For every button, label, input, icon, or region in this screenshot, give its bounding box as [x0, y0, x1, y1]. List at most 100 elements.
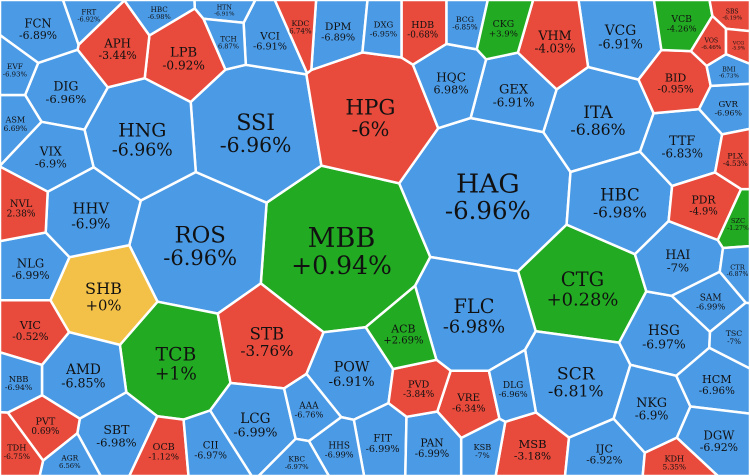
cell-kdc[interactable] [273, 0, 318, 76]
cell-change-ijc: -6.92% [586, 455, 622, 467]
cell-frt[interactable] [61, 0, 126, 47]
cell-acb[interactable] [364, 283, 438, 371]
cell-change-tch: 6.87% [218, 43, 239, 51]
cell-change-ttf: -6.83% [661, 147, 702, 161]
cell-ticker-hai: HAI [665, 247, 690, 262]
cell-ticker-ros: ROS [174, 222, 225, 248]
cell-ticker-bcg: BCG [456, 15, 474, 24]
cell-ticker-dxg: DXG [374, 21, 394, 31]
cell-change-ctg: +0.28% [547, 290, 619, 311]
cell-ticker-hcm: HCM [702, 373, 732, 386]
cell-change-pvt: 0.69% [31, 427, 59, 437]
cell-ticker-frt: FRT [81, 8, 96, 17]
cell-ticker-ijc: IJC [596, 442, 613, 455]
cell-change-nbb: -6.94% [5, 383, 32, 392]
cell-change-mbb: +0.94% [291, 251, 392, 280]
cell-change-vix: -6.9% [35, 158, 67, 171]
cell-ticker-fcn: FCN [24, 16, 51, 30]
cell-change-pan: -6.99% [415, 449, 449, 460]
cell-ticker-vic: VIC [19, 319, 41, 332]
cell-ticker-aaa: AAA [298, 402, 319, 412]
cell-cii[interactable] [182, 408, 254, 476]
cell-ticker-flc: FLC [454, 295, 495, 318]
cell-ticker-hdb: HDB [411, 20, 434, 31]
cell-ticker-kdh: KDH [664, 453, 684, 463]
cell-ticker-ctg: CTG [561, 268, 605, 291]
cell-change-sbs: -6.19% [722, 16, 742, 22]
cell-change-dlg: -6.96% [499, 389, 528, 399]
cell-nvl[interactable] [0, 165, 49, 243]
cell-plx[interactable] [713, 127, 750, 191]
cell-ticker-vcg: VCG [604, 23, 637, 39]
cell-ticker-bid: BID [665, 71, 687, 84]
cell-change-msb: -3.18% [514, 451, 551, 463]
cell-change-tcb: +1% [155, 365, 197, 385]
cell-tch[interactable] [201, 17, 248, 72]
cell-change-sbt: -6.98% [96, 436, 136, 450]
cell-change-hqc: 6.98% [433, 84, 468, 97]
cell-vos[interactable] [689, 14, 728, 68]
cell-ticker-vix: VIX [39, 145, 63, 159]
cell-change-pow: -6.91% [329, 375, 375, 390]
cell-change-kdh: 5.35% [663, 462, 686, 471]
cell-ticker-lcg: LCG [240, 411, 270, 427]
cell-change-vcg: -6.91% [598, 37, 643, 52]
cell-ticker-nvl: NVL [10, 199, 33, 210]
cell-ticker-fit: FIT [373, 432, 392, 444]
cell-change-vic: -0.52% [12, 331, 48, 343]
cell-change-pvd: -3.84% [403, 390, 434, 400]
cell-change-ssi: -6.96% [220, 133, 292, 157]
cell-ticker-pow: POW [334, 360, 370, 376]
cell-ticker-hbc: HBC [600, 186, 640, 205]
cell-ticker-tsc: TSC [726, 329, 743, 338]
cell-ticker-szc: SZC [731, 217, 745, 225]
cell-kdh[interactable] [641, 436, 720, 476]
cell-ctr[interactable] [718, 244, 750, 305]
cell-vcg[interactable] [724, 27, 750, 66]
cell-ticker-gvr: GVR [719, 100, 739, 110]
cell-change-aaa: -6.76% [295, 410, 324, 420]
cell-ticker-ctr: CTR [730, 264, 746, 272]
cell-ticker-tdh: TDH [7, 443, 26, 453]
cell-change-hhs: -6.99% [325, 450, 354, 460]
cell-ticker-tch: TCH [220, 34, 236, 43]
cell-change-ctr: -6.87% [727, 271, 749, 278]
cell-ticker-vhm: VHM [537, 28, 571, 43]
cell-change-vcb: -4.26% [667, 25, 697, 35]
cell-ksb[interactable] [459, 417, 507, 476]
cell-dxg[interactable] [361, 0, 403, 59]
cell-ticker-dgw: DGW [703, 428, 735, 442]
cell-change-nkg: -6.9% [635, 409, 669, 423]
cell-change-hpg: -6% [351, 118, 389, 141]
cell-ticker-nbb: NBB [9, 374, 29, 384]
cell-ticker-vci: VCI [259, 30, 280, 42]
cell-ticker-hpg: HPG [345, 95, 395, 120]
cell-ticker-hhv: HHV [73, 201, 110, 218]
cell-change-kbc: -6.97% [285, 463, 309, 471]
cell-fcn[interactable] [0, 0, 80, 65]
cell-change-vci: -6.91% [253, 42, 287, 53]
cell-ticker-plx: PLX [727, 151, 743, 160]
cell-ticker-asm: ASM [5, 115, 26, 125]
cell-ticker-shb: SHB [85, 279, 122, 298]
cell-change-gvr: -6.96% [714, 109, 741, 118]
cell-change-gex: -6.91% [493, 96, 535, 110]
cell-ticker-ttf: TTF [669, 134, 695, 149]
cell-change-scr: -6.81% [548, 382, 604, 401]
cell-ckg[interactable] [475, 0, 535, 61]
labels-layer: MBB+0.94%HAG-6.96%ROS-6.96%SSI-6.96%HPG-… [3, 4, 749, 471]
cell-change-lpb: -0.92% [162, 59, 205, 73]
cell-tdh[interactable] [0, 411, 45, 476]
cell-change-vhm: -4.03% [534, 42, 575, 56]
cell-evf[interactable] [0, 33, 40, 97]
cell-change-hbc: -6.98% [593, 203, 647, 221]
cell-ticker-hsg: HSG [648, 323, 680, 339]
cell-ticker-hng: HNG [118, 120, 166, 142]
cell-kbc[interactable] [256, 437, 331, 476]
cell-change-asm: 6.69% [4, 124, 27, 133]
cell-change-dxg: -6.95% [370, 29, 397, 38]
cell-ticker-stb: STB [250, 325, 284, 344]
cell-change-hng: -6.96% [112, 141, 173, 161]
cell-change-stb: -3.76% [240, 342, 293, 360]
cell-ticker-hbc: HBC [151, 5, 169, 14]
